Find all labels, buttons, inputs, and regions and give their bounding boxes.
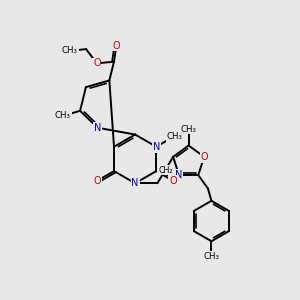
Text: N: N <box>131 178 139 188</box>
Text: O: O <box>93 58 100 68</box>
Text: CH₃: CH₃ <box>203 252 219 261</box>
Text: O: O <box>200 152 208 162</box>
Text: O: O <box>169 176 177 186</box>
Text: CH₃: CH₃ <box>62 46 78 56</box>
Text: CH₃: CH₃ <box>166 132 182 141</box>
Text: N: N <box>153 142 160 152</box>
Text: CH₂: CH₂ <box>158 166 172 175</box>
Text: O: O <box>94 176 101 186</box>
Text: CH₃: CH₃ <box>55 111 71 120</box>
Text: N: N <box>175 170 183 180</box>
Text: N: N <box>94 123 101 133</box>
Text: CH₃: CH₃ <box>181 125 196 134</box>
Text: O: O <box>112 40 120 50</box>
